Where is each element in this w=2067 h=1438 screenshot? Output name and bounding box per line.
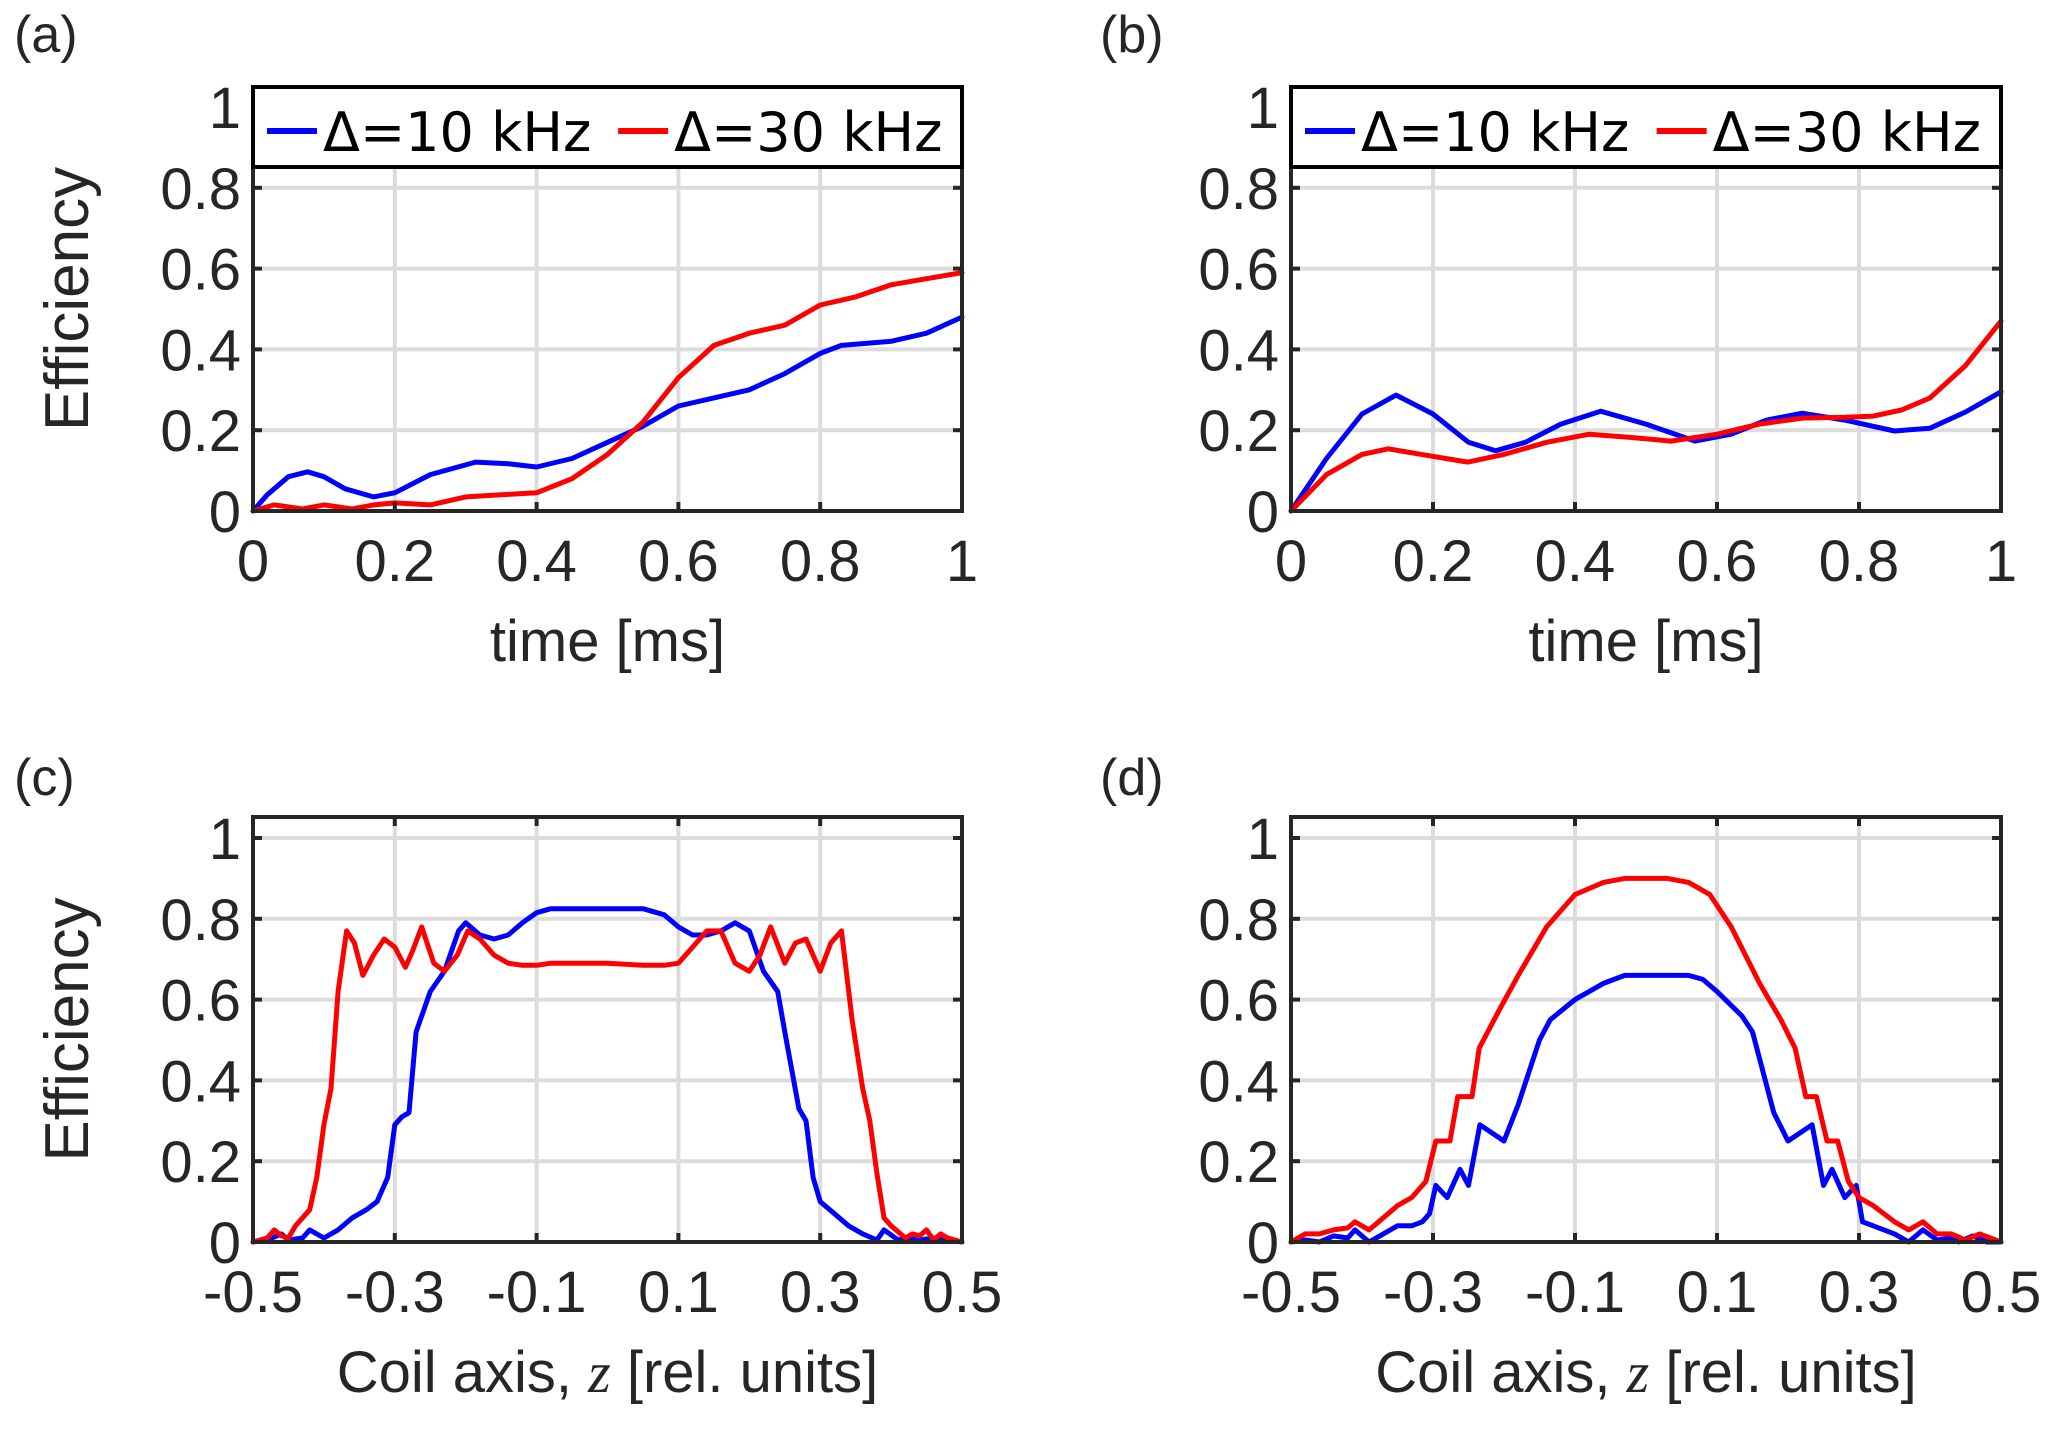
x-tick-label: 0.8 <box>780 529 861 594</box>
series-line-30khz <box>250 270 965 514</box>
legend: Δ=10 kHz Δ=30 kHz <box>1289 85 2003 169</box>
axes-frame <box>1289 815 2003 1244</box>
series-line-10khz <box>1288 389 2004 514</box>
legend-entry-10khz: Δ=10 kHz <box>323 101 591 164</box>
y-tick-label: 1 <box>1247 807 1279 872</box>
series-line-10khz <box>250 314 965 514</box>
y-tick-label: 0 <box>1247 480 1279 545</box>
x-tick-label: 0.6 <box>1677 529 1758 594</box>
y-tick-label: 0.8 <box>160 888 241 953</box>
legend: Δ=10 kHz Δ=30 kHz <box>251 85 964 169</box>
y-tick-label: 0.2 <box>160 399 241 464</box>
y-tick-label: 0.8 <box>1198 888 1279 953</box>
x-tick-label: -0.3 <box>1383 1260 1483 1325</box>
x-tick-label: 0.8 <box>1819 529 1900 594</box>
panel-label: (a) <box>14 6 78 64</box>
y-tick-label: 0.4 <box>1198 318 1279 383</box>
y-tick-label: 0.2 <box>160 1130 241 1195</box>
panel-label: (d) <box>1100 749 1164 807</box>
panel-label: (c) <box>14 749 75 807</box>
x-axis-label: time [ms] <box>1528 609 1763 674</box>
y-tick-label: 1 <box>1247 76 1279 141</box>
x-tick-label: -0.5 <box>1241 1260 1341 1325</box>
panel-b: (b) 0 0.2 0.4 0.6 0.8 1 0 0.2 0.4 0.6 0.8 1 time [ms]… <box>1100 6 2017 674</box>
y-tick-label: 0.8 <box>1198 157 1279 222</box>
y-tick-label: 0.4 <box>160 318 241 383</box>
legend-entry-30khz: Δ=30 kHz <box>674 101 942 164</box>
x-tick-label: 0 <box>1275 529 1307 594</box>
legend-box <box>1289 85 2003 169</box>
x-tick-label: 0.6 <box>638 529 719 594</box>
y-tick-label: 0.4 <box>1198 1049 1279 1114</box>
y-tick-label: 0 <box>1247 1211 1279 1276</box>
x-tick-label: 0.1 <box>1677 1260 1758 1325</box>
x-tick-label: -0.1 <box>487 1260 587 1325</box>
x-tick-label: 0.4 <box>1535 529 1616 594</box>
panel-a: (a) 0 0.2 0.4 0.6 0.8 1 0 0.2 0.4 0.6 0.8 1 time [ms]… <box>14 6 978 674</box>
y-tick-label: 0.6 <box>1198 969 1279 1034</box>
y-tick-label: 1 <box>209 807 241 872</box>
x-tick-label: -0.3 <box>345 1260 445 1325</box>
x-tick-label: -0.1 <box>1525 1260 1625 1325</box>
x-tick-label: 0 <box>237 529 269 594</box>
y-tick-label: 1 <box>209 76 241 141</box>
series-line-10khz <box>1288 972 2004 1245</box>
y-tick-label: 0.6 <box>160 969 241 1034</box>
x-tick-label: 1 <box>1985 529 2017 594</box>
x-tick-label: -0.5 <box>203 1260 303 1325</box>
series-line-10khz <box>250 906 965 1245</box>
x-tick-label: 0.3 <box>780 1260 861 1325</box>
panel-c: (c) -0.5 -0.3 -0.1 0.1 0.3 0.5 0 0.2 0.4 0.6 0.8 1 Co… <box>14 749 1002 1405</box>
series-line-30khz <box>1288 875 2004 1245</box>
legend-entry-30khz: Δ=30 kHz <box>1713 101 1981 164</box>
y-tick-label: 0.6 <box>160 238 241 303</box>
y-tick-label: 0.2 <box>1198 1130 1279 1195</box>
x-tick-label: 0.3 <box>1819 1260 1900 1325</box>
y-tick-label: 0 <box>209 1211 241 1276</box>
series-line-30khz <box>1288 318 2004 514</box>
axes-frame <box>251 815 964 1244</box>
y-axis-label: Efficiency <box>33 897 102 1161</box>
x-tick-label: 0.2 <box>1393 529 1474 594</box>
y-tick-label: 0.6 <box>1198 238 1279 303</box>
x-tick-label: 0.5 <box>922 1260 1003 1325</box>
legend-entry-10khz: Δ=10 kHz <box>1361 101 1629 164</box>
legend-box <box>251 85 964 169</box>
y-tick-label: 0.8 <box>160 157 241 222</box>
y-axis-label: Efficiency <box>33 167 102 431</box>
x-axis-label: time [ms] <box>490 609 725 674</box>
y-tick-label: 0 <box>209 480 241 545</box>
series-line-30khz <box>250 924 965 1245</box>
x-tick-label: 0.5 <box>1961 1260 2042 1325</box>
x-tick-label: 1 <box>946 529 978 594</box>
x-axis-label: Coil axis, z [rel. units] <box>1375 1340 1917 1405</box>
y-tick-label: 0.4 <box>160 1049 241 1114</box>
x-tick-label: 0.4 <box>496 529 577 594</box>
x-tick-label: 0.2 <box>354 529 435 594</box>
panel-label: (b) <box>1100 6 1164 64</box>
y-tick-label: 0.2 <box>1198 399 1279 464</box>
x-tick-label: 0.1 <box>638 1260 719 1325</box>
x-axis-label: Coil axis, z [rel. units] <box>337 1340 879 1405</box>
panel-d: (d) -0.5 -0.3 -0.1 0.1 0.3 0.5 0 0.2 0.4 0.6 0.8 1 Co… <box>1100 749 2041 1405</box>
